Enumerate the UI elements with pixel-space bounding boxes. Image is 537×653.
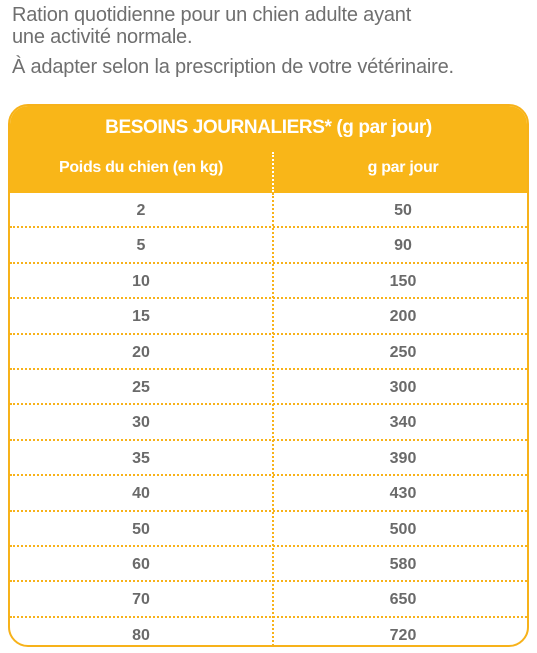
weight-cell: 20 [132,343,150,361]
table-row: 40 430 [10,476,527,512]
grams-cell: 430 [389,485,417,503]
table-row: 10 150 [10,264,527,300]
grams-cell: 200 [389,308,417,326]
column-header-grams: g par jour [367,159,439,176]
daily-needs-table: BESOINS JOURNALIERS* (g par jour) Poids … [8,104,529,647]
grams-cell: 340 [389,414,417,432]
weight-cell: 35 [132,449,150,467]
table-row: 80 720 [10,618,527,645]
intro-line-3: À adapter selon la prescription de votre… [12,56,454,78]
body-column-divider [272,193,274,645]
grams-cell: 150 [389,272,417,290]
table-row: 2 50 [10,193,527,229]
table-row: 35 390 [10,441,527,477]
grams-cell: 720 [389,626,417,644]
intro-line-2: une activité normale. [12,26,193,48]
weight-cell: 30 [132,414,150,432]
table-row: 20 250 [10,335,527,370]
weight-cell: 70 [132,591,150,609]
header-column-divider [272,152,274,192]
grams-cell: 50 [394,202,412,219]
table-row: 5 90 [10,228,527,264]
weight-cell: 10 [132,272,150,290]
column-headers: Poids du chien (en kg) g par jour [10,154,527,182]
grams-cell: 390 [389,449,417,467]
weight-cell: 15 [132,308,150,326]
table-row: 25 300 [10,370,527,406]
weight-cell: 60 [132,555,150,573]
weight-cell: 80 [132,626,150,644]
weight-cell: 40 [132,485,150,503]
grams-cell: 90 [394,237,412,255]
table-title: BESOINS JOURNALIERS* (g par jour) [105,117,432,138]
table-row: 30 340 [10,405,527,441]
table-row: 50 500 [10,512,527,547]
table-body: 2 50 5 90 10 150 15 200 20 250 25 300 30… [10,193,527,645]
table-row: 15 200 [10,299,527,335]
column-header-weight: Poids du chien (en kg) [58,159,224,176]
table-header: BESOINS JOURNALIERS* (g par jour) Poids … [10,106,527,193]
grams-cell: 500 [389,520,417,538]
grams-cell: 580 [389,555,417,573]
table-row: 70 650 [10,582,527,618]
grams-cell: 250 [389,343,417,361]
table-row: 60 580 [10,547,527,583]
intro-line-1: Ration quotidienne pour un chien adulte … [12,4,412,26]
weight-cell: 2 [136,202,146,219]
intro-text: Ration quotidienne pour un chien adulte … [12,4,527,78]
weight-cell: 5 [136,237,146,255]
grams-cell: 300 [389,378,417,396]
grams-cell: 650 [389,591,417,609]
weight-cell: 50 [132,520,150,538]
weight-cell: 25 [132,378,150,396]
